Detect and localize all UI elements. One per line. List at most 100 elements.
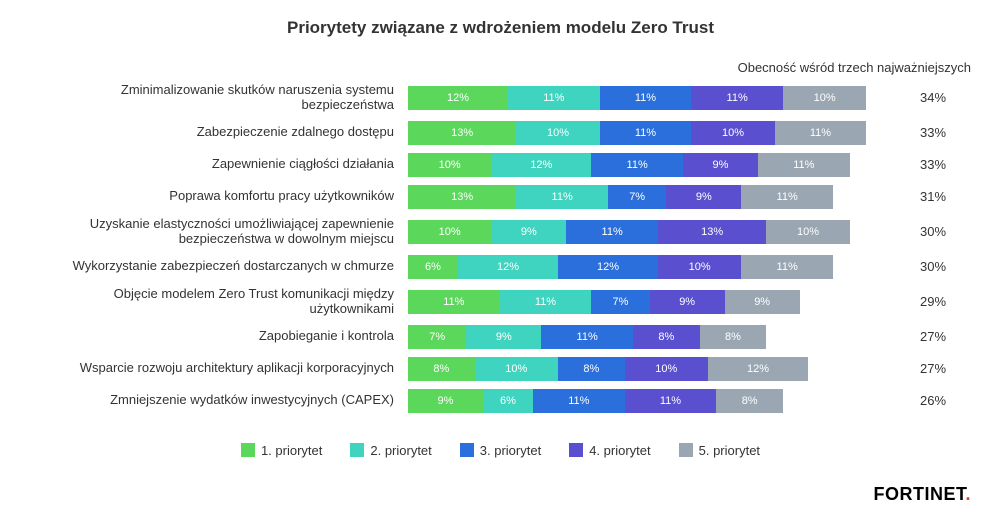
row-label: Objęcie modelem Zero Trust komunikacji m… <box>30 287 400 317</box>
row-total: 26% <box>916 393 971 408</box>
legend-label: 2. priorytet <box>370 443 431 458</box>
bar-segment: 8% <box>716 389 783 413</box>
fortinet-logo: FORTINET. <box>873 484 971 505</box>
legend-swatch <box>679 443 693 457</box>
bar-segment: 11% <box>500 290 592 314</box>
bar-segment: 10% <box>658 255 741 279</box>
bar-segment: 13% <box>408 185 516 209</box>
row-label: Wsparcie rozwoju architektury aplikacji … <box>30 361 400 376</box>
legend-label: 1. priorytet <box>261 443 322 458</box>
legend-item: 1. priorytet <box>241 443 322 458</box>
chart-title: Priorytety związane z wdrożeniem modelu … <box>30 18 971 38</box>
bar-segment: 9% <box>491 220 566 244</box>
bar-segment: 7% <box>408 325 466 349</box>
bar-segment: 8% <box>633 325 700 349</box>
bar-track: 10%12%11%9%11% <box>408 153 908 177</box>
legend-item: 3. priorytet <box>460 443 541 458</box>
bar-track: 10%9%11%13%10% <box>408 220 908 244</box>
legend-item: 2. priorytet <box>350 443 431 458</box>
row-total: 27% <box>916 361 971 376</box>
legend-item: 4. priorytet <box>569 443 650 458</box>
bar-segment: 11% <box>600 86 692 110</box>
row-total: 30% <box>916 259 971 274</box>
bar-segment: 7% <box>608 185 666 209</box>
row-total: 31% <box>916 189 971 204</box>
bar-segment: 10% <box>783 86 866 110</box>
bar-segment: 6% <box>483 389 533 413</box>
row-total: 33% <box>916 157 971 172</box>
bar-track: 13%11%7%9%11% <box>408 185 908 209</box>
bar-segment: 12% <box>708 357 808 381</box>
row-label: Uzyskanie elastyczności umożliwiającej z… <box>30 217 400 247</box>
bar-segment: 11% <box>533 389 625 413</box>
bar-segment: 10% <box>516 121 599 145</box>
bar-segment: 8% <box>700 325 767 349</box>
bar-track: 12%11%11%11%10% <box>408 86 908 110</box>
bar-track: 7%9%11%8%8% <box>408 325 908 349</box>
row-label: Zapewnienie ciągłości działania <box>30 157 400 172</box>
bar-track: 6%12%12%10%11% <box>408 255 908 279</box>
bar-segment: 11% <box>741 255 833 279</box>
legend-label: 3. priorytet <box>480 443 541 458</box>
bar-segment: 12% <box>491 153 591 177</box>
legend-swatch <box>241 443 255 457</box>
bar-segment: 11% <box>625 389 717 413</box>
bar-segment: 12% <box>558 255 658 279</box>
bar-segment: 9% <box>666 185 741 209</box>
bar-segment: 10% <box>625 357 708 381</box>
logo-text: FORTINET <box>873 484 965 504</box>
bar-track: 9%6%11%11%8% <box>408 389 908 413</box>
bar-track: 8%10%8%10%12% <box>408 357 908 381</box>
bar-segment: 10% <box>408 153 491 177</box>
row-total: 29% <box>916 294 971 309</box>
row-label: Wykorzystanie zabezpieczeń dostarczanych… <box>30 259 400 274</box>
bar-segment: 11% <box>541 325 633 349</box>
bar-segment: 11% <box>591 153 683 177</box>
bar-segment: 8% <box>408 357 475 381</box>
bar-segment: 11% <box>775 121 867 145</box>
bar-segment: 11% <box>566 220 658 244</box>
legend: 1. priorytet 2. priorytet 3. priorytet 4. p… <box>30 443 971 458</box>
bar-segment: 11% <box>758 153 850 177</box>
row-label: Zabezpieczenie zdalnego dostępu <box>30 125 400 140</box>
row-label: Zminimalizowanie skutków naruszenia syst… <box>30 83 400 113</box>
bar-segment: 9% <box>725 290 800 314</box>
legend-label: 5. priorytet <box>699 443 760 458</box>
row-label: Zmniejszenie wydatków inwestycyjnych (CA… <box>30 393 400 408</box>
legend-item: 5. priorytet <box>679 443 760 458</box>
bar-track: 13%10%11%10%11% <box>408 121 908 145</box>
legend-swatch <box>569 443 583 457</box>
row-total: 27% <box>916 329 971 344</box>
bar-segment: 10% <box>475 357 558 381</box>
bar-segment: 11% <box>408 290 500 314</box>
chart-area: Zminimalizowanie skutków naruszenia syst… <box>30 83 971 421</box>
bar-track: 11%11%7%9%9% <box>408 290 908 314</box>
bar-segment: 11% <box>516 185 608 209</box>
bar-segment: 9% <box>466 325 541 349</box>
row-total: 30% <box>916 224 971 239</box>
row-label: Zapobieganie i kontrola <box>30 329 400 344</box>
bar-segment: 11% <box>691 86 783 110</box>
bar-segment: 12% <box>458 255 558 279</box>
bar-segment: 9% <box>408 389 483 413</box>
bar-segment: 10% <box>766 220 849 244</box>
logo-dot: . <box>965 484 971 504</box>
bar-segment: 13% <box>408 121 516 145</box>
bar-segment: 9% <box>683 153 758 177</box>
bar-segment: 8% <box>558 357 625 381</box>
bar-segment: 12% <box>408 86 508 110</box>
top-right-label: Obecność wśród trzech najważniejszych <box>30 60 971 75</box>
row-total: 34% <box>916 90 971 105</box>
bar-segment: 7% <box>591 290 649 314</box>
bar-segment: 11% <box>741 185 833 209</box>
bar-segment: 6% <box>408 255 458 279</box>
bar-segment: 11% <box>600 121 692 145</box>
legend-label: 4. priorytet <box>589 443 650 458</box>
bar-segment: 10% <box>408 220 491 244</box>
bar-segment: 11% <box>508 86 600 110</box>
row-label: Poprawa komfortu pracy użytkowników <box>30 189 400 204</box>
row-total: 33% <box>916 125 971 140</box>
legend-swatch <box>350 443 364 457</box>
legend-swatch <box>460 443 474 457</box>
bar-segment: 13% <box>658 220 766 244</box>
